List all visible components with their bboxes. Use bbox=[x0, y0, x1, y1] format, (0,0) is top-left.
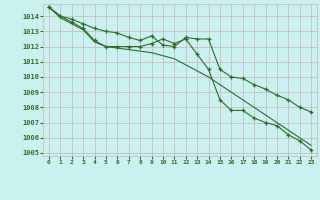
Text: Graphe pression niveau de la mer (hPa): Graphe pression niveau de la mer (hPa) bbox=[58, 185, 262, 194]
